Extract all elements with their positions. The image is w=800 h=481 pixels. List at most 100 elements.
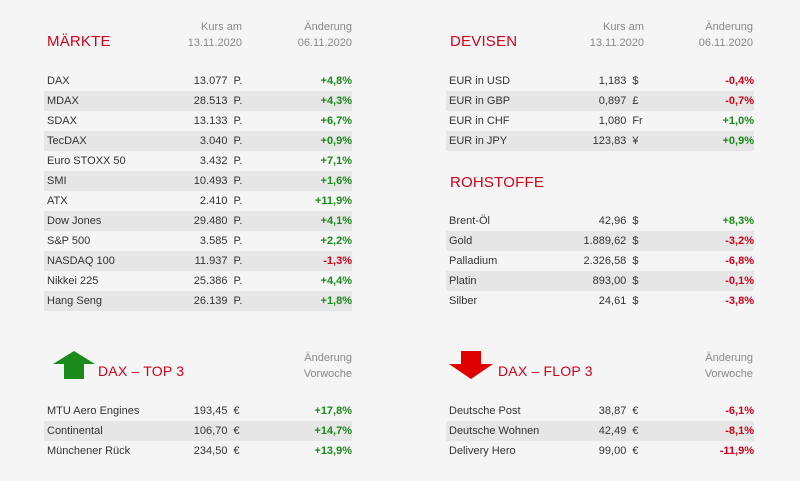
devisen-kurs-header: Kurs am 13.11.2020 (562, 19, 644, 51)
row-name: Continental (47, 425, 103, 437)
top3-title: DAX – TOP 3 (98, 363, 185, 379)
row-name: Brent-Öl (449, 215, 490, 227)
row-value: 2.326,58 (583, 255, 627, 267)
row-name: MDAX (47, 95, 79, 107)
maerkte-kurs-header-line1: Kurs am (201, 21, 242, 33)
row-name: SMI (47, 175, 67, 187)
row-change: -1,3% (323, 255, 353, 267)
table-row: ATX 2.410 P. +11,9% (44, 191, 352, 211)
row-change: -11,9% (719, 445, 754, 457)
row-unit: P. (233, 195, 243, 207)
table-row: SDAX 13.133 P. +6,7% (44, 111, 352, 131)
row-unit: $ (632, 295, 639, 307)
row-unit: Fr (632, 115, 643, 127)
flop3-change-header-line2: Vorwoche (704, 368, 753, 380)
row-unit: € (233, 445, 240, 457)
row-value: 25.386 (193, 275, 228, 287)
devisen-kurs-header-line2: 13.11.2020 (589, 37, 644, 49)
row-value: 1,183 (598, 75, 627, 87)
row-name: Dow Jones (47, 215, 102, 227)
devisen-change-header-line2: 06.11.2020 (698, 37, 753, 49)
row-change: +8,3% (722, 215, 755, 227)
table-row: MTU Aero Engines 193,45 € +17,8% (44, 401, 352, 421)
row-value: 26.139 (193, 295, 228, 307)
table-row: Münchener Rück 234,50 € +13,9% (44, 441, 352, 461)
table-row: SMI 10.493 P. +1,6% (44, 171, 352, 191)
row-value: 13.077 (193, 75, 228, 87)
row-unit: € (632, 405, 639, 417)
row-value: 99,00 (598, 445, 627, 457)
row-unit: $ (632, 235, 639, 247)
row-unit: $ (632, 275, 639, 287)
row-unit: € (233, 425, 240, 437)
row-unit: P. (233, 135, 243, 147)
table-row: Gold 1.889,62 $ -3,2% (446, 231, 754, 251)
row-name: Gold (449, 235, 473, 247)
table-row: Delivery Hero 99,00 € -11,9% (446, 441, 754, 461)
table-row: Silber 24,61 $ -3,8% (446, 291, 754, 311)
row-value: 3.432 (199, 155, 228, 167)
row-change: -3,8% (725, 295, 754, 307)
top3-table: MTU Aero Engines 193,45 € +17,8% Continental… (44, 401, 352, 461)
row-value: 893,00 (592, 275, 627, 287)
maerkte-title: MÄRKTE (47, 33, 111, 50)
row-name: Palladium (449, 255, 498, 267)
table-row: Euro STOXX 50 3.432 P. +7,1% (44, 151, 352, 171)
row-name: Silber (449, 295, 478, 307)
table-row: Nikkei 225 25.386 P. +4,4% (44, 271, 352, 291)
table-row: MDAX 28.513 P. +4,3% (44, 91, 352, 111)
row-value: 0,897 (598, 95, 627, 107)
row-change: +4,4% (320, 275, 353, 287)
row-unit: € (233, 405, 240, 417)
row-change: +11,9% (315, 195, 353, 207)
row-change: -3,2% (725, 235, 754, 247)
row-name: TecDAX (47, 135, 87, 147)
row-unit: ¥ (632, 135, 639, 147)
row-name: Nikkei 225 (47, 275, 99, 287)
row-value: 193,45 (193, 405, 228, 417)
table-row: Deutsche Post 38,87 € -6,1% (446, 401, 754, 421)
row-value: 123,83 (592, 135, 627, 147)
row-value: 10.493 (193, 175, 228, 187)
table-row: EUR in JPY 123,83 ¥ +0,9% (446, 131, 754, 151)
row-name: NASDAQ 100 (47, 255, 115, 267)
row-value: 2.410 (199, 195, 228, 207)
row-change: -0,7% (725, 95, 754, 107)
table-row: Dow Jones 29.480 P. +4,1% (44, 211, 352, 231)
row-value: 106,70 (193, 425, 228, 437)
devisen-change-header-line1: Änderung (705, 21, 753, 33)
row-unit: P. (233, 95, 243, 107)
row-value: 3.585 (199, 235, 228, 247)
row-name: Platin (449, 275, 477, 287)
row-unit: £ (632, 95, 639, 107)
row-name: Deutsche Post (449, 405, 521, 417)
row-unit: P. (233, 75, 243, 87)
table-row: Deutsche Wohnen 42,49 € -8,1% (446, 421, 754, 441)
row-value: 1.889,62 (583, 235, 627, 247)
row-value: 28.513 (193, 95, 228, 107)
maerkte-kurs-header-line2: 13.11.2020 (187, 37, 242, 49)
row-unit: $ (632, 255, 639, 267)
row-name: ATX (47, 195, 68, 207)
row-name: Hang Seng (47, 295, 103, 307)
row-change: -6,1% (725, 405, 754, 417)
table-row: TecDAX 3.040 P. +0,9% (44, 131, 352, 151)
table-row: Continental 106,70 € +14,7% (44, 421, 352, 441)
table-row: Brent-Öl 42,96 $ +8,3% (446, 211, 754, 231)
flop3-table: Deutsche Post 38,87 € -6,1% Deutsche Wohnen 4… (446, 401, 754, 461)
row-value: 1,080 (598, 115, 627, 127)
row-change: +7,1% (320, 155, 353, 167)
top3-change-header-line1: Änderung (304, 352, 352, 364)
row-unit: $ (632, 215, 639, 227)
row-unit: P. (233, 115, 243, 127)
row-change: -0,1% (725, 275, 754, 287)
row-change: -8,1% (725, 425, 754, 437)
row-change: +14,7% (314, 425, 353, 437)
row-name: Münchener Rück (47, 445, 131, 457)
arrow-down-icon (449, 351, 493, 379)
table-row: EUR in USD 1,183 $ -0,4% (446, 71, 754, 91)
row-change: +1,6% (320, 175, 353, 187)
table-row: Hang Seng 26.139 P. +1,8% (44, 291, 352, 311)
row-name: S&P 500 (47, 235, 91, 247)
rohstoffe-title: ROHSTOFFE (450, 174, 545, 191)
